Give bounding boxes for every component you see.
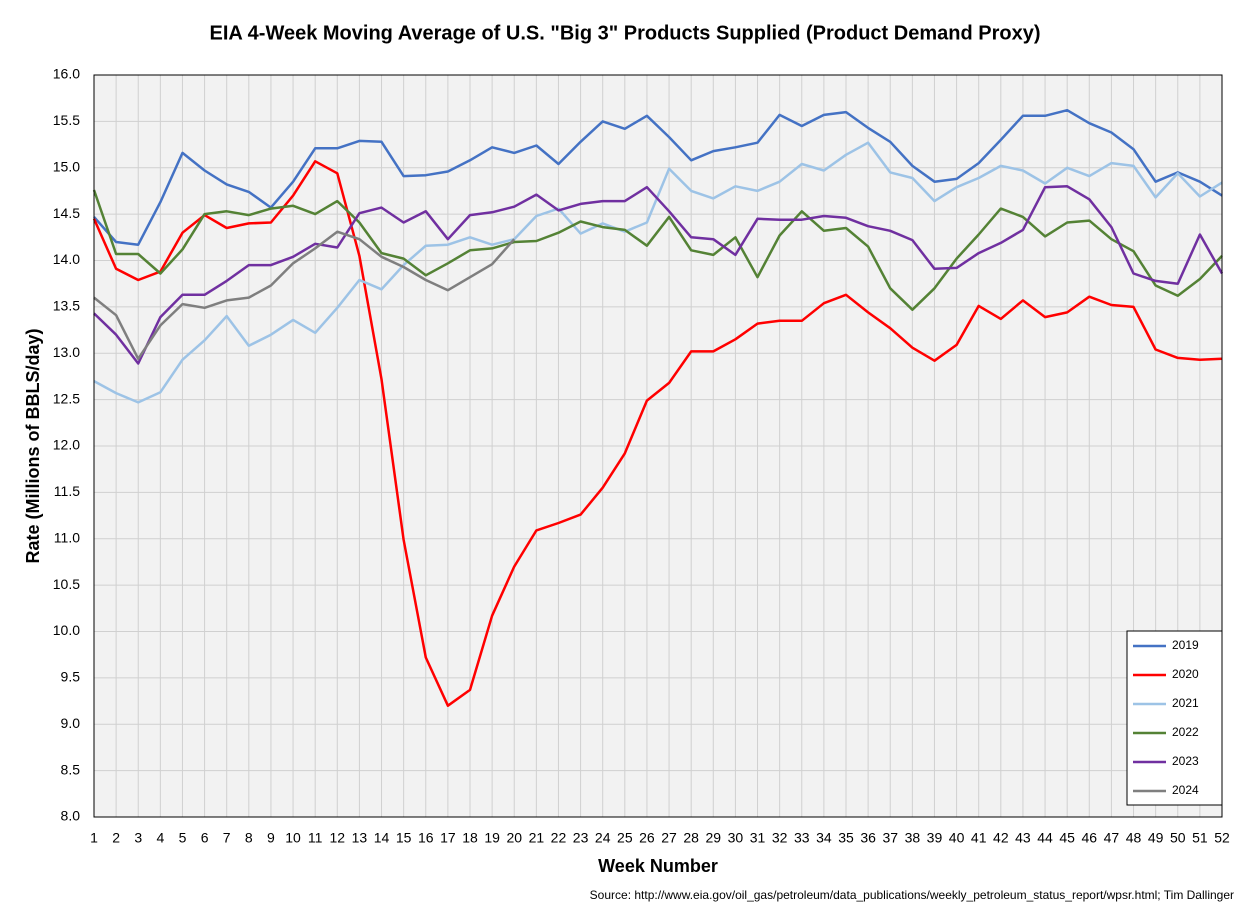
x-tick-label: 46: [1082, 830, 1098, 846]
plot-border: [93, 74, 1223, 818]
x-tick-label: 16: [418, 830, 434, 846]
x-tick-label: 30: [728, 830, 744, 846]
x-tick-label: 26: [639, 830, 655, 846]
legend-box: [1126, 630, 1223, 806]
x-tick-label: 7: [223, 830, 231, 846]
x-tick-label: 39: [927, 830, 943, 846]
x-tick-label: 8: [245, 830, 253, 846]
y-tick-label: 10.0: [53, 622, 80, 638]
legend: 2019 2020 2021 2022 2023 2024: [1133, 638, 1199, 797]
x-axis-label: Week Number: [598, 856, 718, 876]
series-line: [93, 141, 1223, 404]
x-tick-label: 23: [573, 830, 589, 846]
x-tick-label: 34: [816, 830, 832, 846]
y-axis-label: Rate (Millions of BBLS/day): [23, 328, 43, 563]
y-tick-label: 13.0: [53, 344, 80, 360]
x-tick-label: 50: [1170, 830, 1186, 846]
source-note: Source: http://www.eia.gov/oil_gas/petro…: [590, 888, 1234, 902]
x-tick-label: 1: [90, 830, 98, 846]
legend-label: 2024: [1172, 783, 1199, 797]
x-tick-label: 28: [683, 830, 699, 846]
x-tick-label: 24: [595, 830, 611, 846]
x-tick-label: 40: [949, 830, 965, 846]
series-line: [93, 230, 516, 361]
x-tick-label: 4: [156, 830, 164, 846]
x-tick-label: 17: [440, 830, 456, 846]
y-tick-label: 14.0: [53, 251, 80, 267]
series-line: [93, 108, 1223, 246]
x-tick-label: 31: [750, 830, 766, 846]
x-tick-label: 35: [838, 830, 854, 846]
series-line: [93, 185, 1224, 365]
y-tick-label: 11.5: [54, 483, 80, 499]
x-tick-label: 10: [285, 830, 301, 846]
x-tick-label: 12: [330, 830, 346, 846]
x-tick-label: 3: [134, 830, 142, 846]
x-tick-label: 36: [860, 830, 876, 846]
x-tick-label: 49: [1148, 830, 1164, 846]
x-tick-label: 25: [617, 830, 633, 846]
x-tick-label: 29: [706, 830, 722, 846]
x-tick-label: 18: [462, 830, 478, 846]
y-tick-label: 16.0: [53, 66, 80, 82]
x-tick-label: 51: [1192, 830, 1208, 846]
legend-label: 2021: [1172, 696, 1199, 710]
y-tick-label: 10.5: [53, 576, 80, 592]
legend-label: 2020: [1172, 667, 1199, 681]
chart-title: EIA 4-Week Moving Average of U.S. "Big 3…: [210, 22, 1041, 44]
x-tick-label: 22: [551, 830, 567, 846]
series-line: [92, 160, 1223, 707]
legend-label: 2019: [1172, 638, 1199, 652]
x-tick-label: 2: [112, 830, 120, 846]
y-tick-label: 13.5: [53, 298, 80, 314]
legend-label: 2022: [1172, 725, 1199, 739]
y-tick-label: 8.5: [61, 761, 81, 777]
x-tick-label: 44: [1037, 830, 1053, 846]
y-tick-label: 14.5: [53, 205, 80, 221]
x-tick-label: 48: [1126, 830, 1142, 846]
y-tick-label: 11.0: [54, 529, 80, 545]
x-tick-label: 27: [661, 830, 677, 846]
y-tick-label: 15.5: [53, 112, 80, 128]
x-tick-label: 33: [794, 830, 810, 846]
x-tick-label: 5: [179, 830, 187, 846]
x-tick-label: 15: [396, 830, 412, 846]
y-tick-label: 9.5: [61, 669, 81, 685]
x-tick-label: 32: [772, 830, 788, 846]
x-tick-label: 37: [882, 830, 898, 846]
x-tick-label: 38: [905, 830, 921, 846]
series-line: [92, 189, 1223, 311]
grid: [93, 74, 1223, 818]
x-tick-label: 14: [374, 830, 390, 846]
y-tick-label: 12.0: [53, 437, 80, 453]
x-tick-label: 43: [1015, 830, 1031, 846]
legend-label: 2023: [1172, 754, 1199, 768]
x-tick-label: 52: [1214, 830, 1230, 846]
x-tick-label: 11: [308, 830, 323, 846]
y-tick-label: 15.0: [53, 158, 80, 174]
x-tick-label: 47: [1104, 830, 1120, 846]
x-tick-label: 41: [971, 830, 987, 846]
x-tick-label: 45: [1059, 830, 1075, 846]
y-tick-label: 12.5: [53, 390, 80, 406]
lines: [92, 108, 1224, 707]
x-tick-label: 13: [352, 830, 368, 846]
x-tick-label: 20: [506, 830, 522, 846]
x-tick-label: 9: [267, 830, 275, 846]
x-tick-label: 21: [529, 830, 545, 846]
y-tick-label: 8.0: [61, 808, 81, 824]
x-tick-label: 42: [993, 830, 1009, 846]
y-tick-label: 9.0: [61, 715, 81, 731]
x-tick-label: 6: [201, 830, 209, 846]
x-tick-label: 19: [484, 830, 500, 846]
